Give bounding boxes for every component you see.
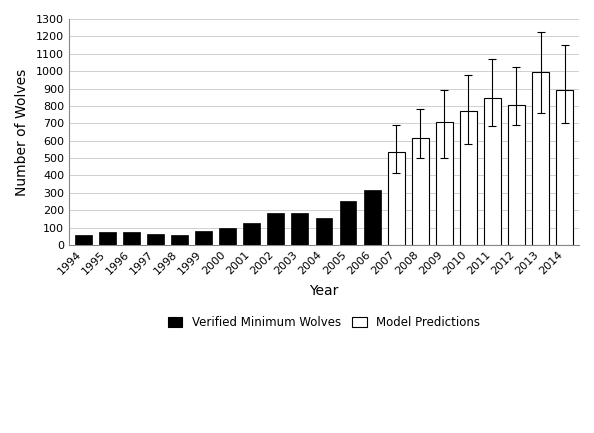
X-axis label: Year: Year bbox=[309, 284, 339, 298]
Bar bbox=[195, 231, 212, 245]
Bar bbox=[556, 90, 573, 245]
Bar bbox=[508, 136, 525, 245]
Bar bbox=[484, 98, 501, 245]
Legend: Verified Minimum Wolves, Model Predictions: Verified Minimum Wolves, Model Predictio… bbox=[163, 311, 485, 334]
Bar bbox=[484, 132, 501, 245]
Bar bbox=[364, 190, 381, 245]
Bar bbox=[556, 149, 573, 245]
Bar bbox=[436, 154, 453, 245]
Bar bbox=[267, 213, 285, 245]
Bar bbox=[532, 136, 549, 245]
Y-axis label: Number of Wolves: Number of Wolves bbox=[15, 68, 29, 196]
Bar bbox=[75, 236, 92, 245]
Bar bbox=[99, 233, 116, 245]
Bar bbox=[123, 232, 140, 245]
Bar bbox=[460, 146, 477, 245]
Bar bbox=[460, 111, 477, 245]
Bar bbox=[171, 236, 188, 245]
Bar bbox=[412, 158, 429, 245]
Bar bbox=[292, 213, 308, 245]
Bar bbox=[315, 219, 333, 245]
Bar bbox=[340, 201, 356, 245]
Bar bbox=[436, 122, 453, 245]
Bar bbox=[412, 138, 429, 245]
Bar bbox=[508, 105, 525, 245]
Bar bbox=[388, 152, 405, 245]
Bar bbox=[219, 227, 236, 245]
Bar bbox=[388, 171, 405, 245]
Bar bbox=[532, 72, 549, 245]
Bar bbox=[244, 223, 260, 245]
Bar bbox=[147, 235, 164, 245]
